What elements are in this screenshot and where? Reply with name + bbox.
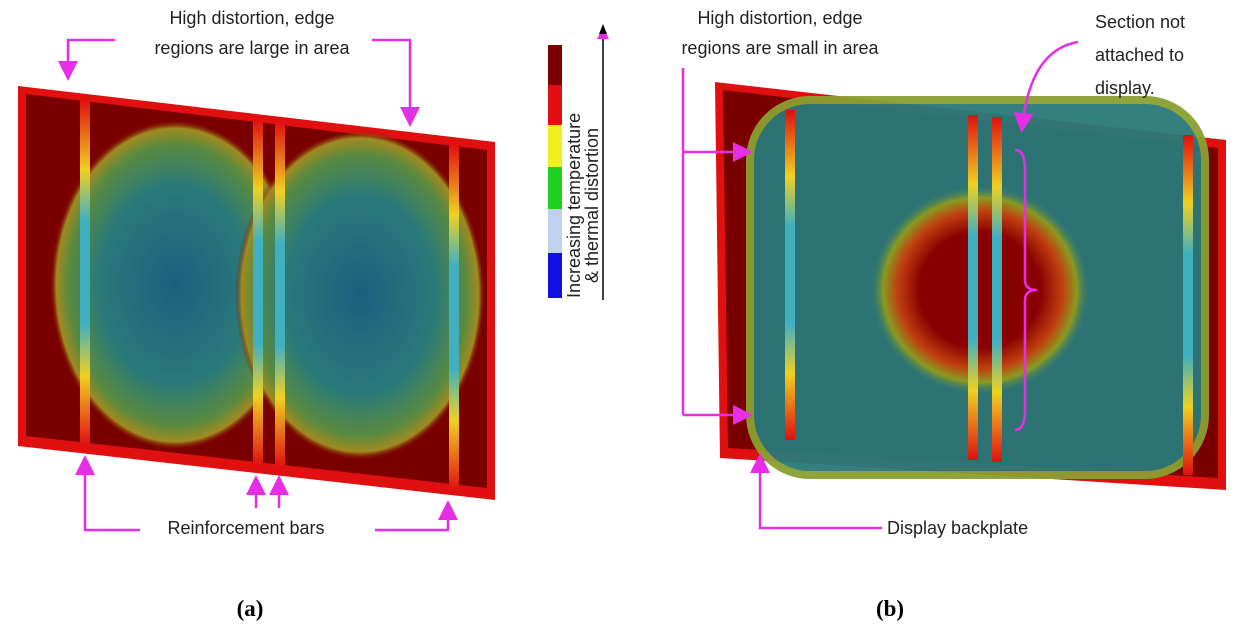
plate-b: [715, 82, 1226, 490]
annotation-line: High distortion, edge: [697, 8, 862, 28]
annotation-line: regions are large in area: [154, 38, 350, 58]
annotation-line: regions are small in area: [681, 38, 879, 58]
panel-label: (b): [876, 596, 904, 621]
annotation-line: display.: [1095, 78, 1155, 98]
annotation-line: Reinforcement bars: [167, 518, 324, 538]
legend-line: & thermal distortion: [582, 128, 602, 283]
annotation-line: High distortion, edge: [169, 8, 334, 28]
figure: Increasing temperature & thermal distort…: [0, 0, 1241, 639]
color-scale: Increasing temperature & thermal distort…: [548, 24, 607, 300]
annotation-line: Section not: [1095, 12, 1185, 32]
annotation-line: Display backplate: [887, 518, 1028, 538]
annotation-line: attached to: [1095, 45, 1184, 65]
legend-line: Increasing temperature: [564, 113, 584, 298]
plate-a: [18, 86, 495, 500]
panel-label: (a): [237, 596, 264, 621]
